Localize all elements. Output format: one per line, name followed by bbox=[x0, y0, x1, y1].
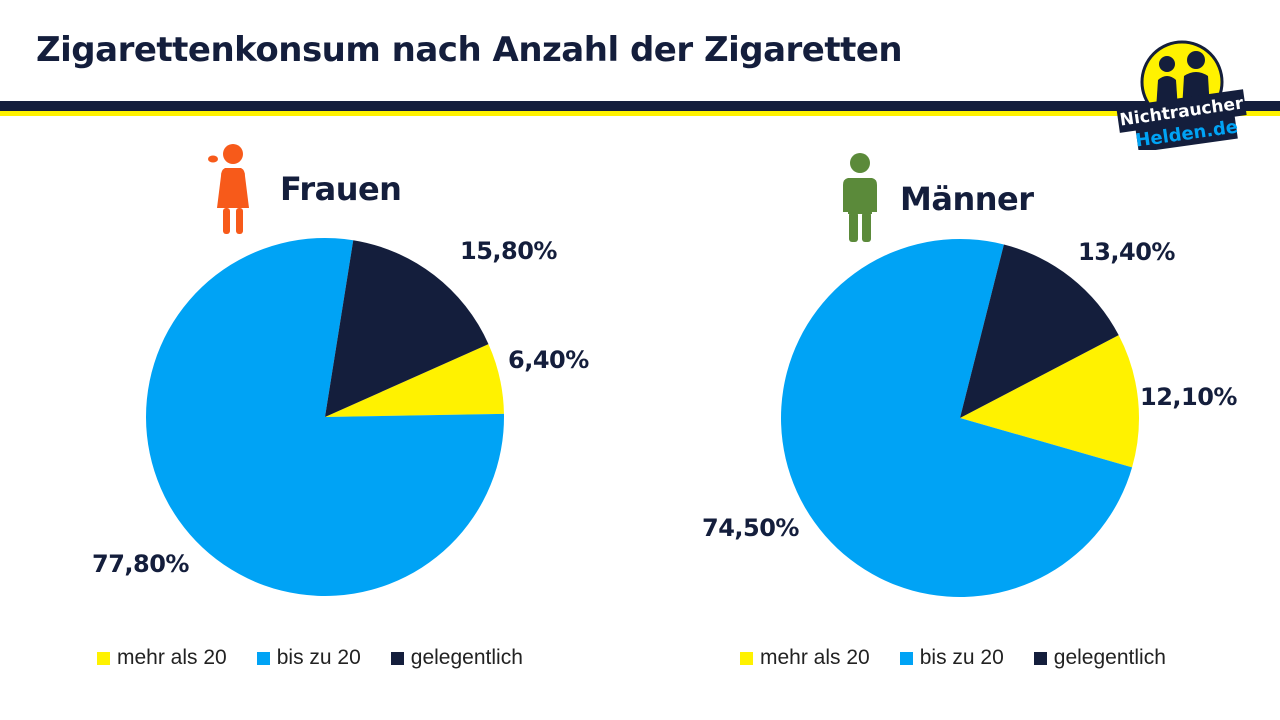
frauen-label-bis-zu-20: 77,80% bbox=[92, 550, 189, 578]
legend-item-bis-zu-20: bis zu 20 bbox=[899, 646, 1004, 670]
frauen-legend: mehr als 20 bis zu 20 gelegentlich bbox=[97, 646, 553, 670]
legend-item-gelegentlich: gelegentlich bbox=[1033, 646, 1166, 670]
male-person-icon bbox=[843, 153, 877, 242]
slice-gelegentlich bbox=[960, 244, 1119, 418]
legend-swatch-blue bbox=[256, 651, 270, 665]
maenner-label-mehr-als-20: 12,10% bbox=[1140, 383, 1237, 411]
frauen-title: Frauen bbox=[280, 170, 402, 208]
page-title: Zigarettenkonsum nach Anzahl der Zigaret… bbox=[36, 30, 903, 70]
legend-label: bis zu 20 bbox=[919, 646, 1004, 669]
legend-label: mehr als 20 bbox=[117, 646, 227, 669]
legend-swatch-navy bbox=[390, 651, 404, 665]
female-person-icon bbox=[208, 144, 249, 234]
nichtraucher-helden-logo: Nichtraucher Helden.de bbox=[1116, 40, 1247, 150]
legend-item-mehr-als-20: mehr als 20 bbox=[740, 646, 870, 670]
frauen-label-gelegentlich: 15,80% bbox=[460, 237, 557, 265]
legend-label: bis zu 20 bbox=[276, 646, 361, 669]
legend-swatch-navy bbox=[1033, 651, 1047, 665]
legend-label: gelegentlich bbox=[410, 646, 523, 669]
slice-gelegentlich bbox=[325, 240, 489, 417]
legend-swatch-blue bbox=[899, 651, 913, 665]
maenner-title: Männer bbox=[900, 180, 1034, 218]
legend-item-mehr-als-20: mehr als 20 bbox=[97, 646, 227, 670]
legend-item-bis-zu-20: bis zu 20 bbox=[256, 646, 361, 670]
slice-bis-zu-20 bbox=[781, 239, 1133, 598]
maenner-label-gelegentlich: 13,40% bbox=[1078, 238, 1175, 266]
frauen-label-mehr-als-20: 6,40% bbox=[508, 346, 589, 374]
frauen-pie-chart bbox=[145, 237, 504, 596]
legend-label: gelegentlich bbox=[1053, 646, 1166, 669]
maenner-legend: mehr als 20 bis zu 20 gelegentlich bbox=[740, 646, 1196, 670]
legend-swatch-yellow bbox=[740, 651, 753, 665]
header-divider-dark bbox=[0, 101, 1280, 111]
legend-swatch-yellow bbox=[97, 651, 110, 665]
header-divider-yellow bbox=[0, 111, 1280, 116]
slice-bis-zu-20 bbox=[145, 237, 504, 596]
legend-label: mehr als 20 bbox=[760, 646, 870, 669]
slice-mehr-als-20 bbox=[325, 344, 504, 417]
slice-mehr-als-20 bbox=[960, 335, 1140, 468]
legend-item-gelegentlich: gelegentlich bbox=[390, 646, 523, 670]
maenner-label-bis-zu-20: 74,50% bbox=[702, 514, 799, 542]
maenner-pie-chart bbox=[781, 239, 1140, 598]
